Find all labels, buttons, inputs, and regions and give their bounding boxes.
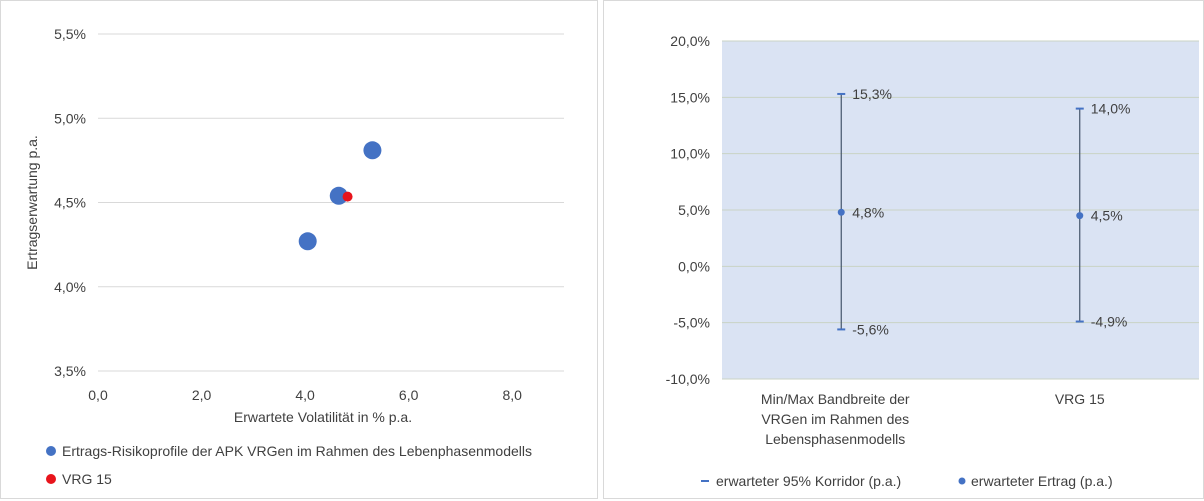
y-tick-label: 5,5% (54, 26, 86, 42)
data-label-high: 14,0% (1091, 101, 1131, 117)
data-point (363, 141, 382, 160)
category-label: Lebensphasenmodells (765, 431, 905, 447)
y-tick-label: 15,0% (670, 89, 710, 105)
scatter-chart-panel: 5,5% 5,0% 4,5% 4,0% 3,5% 0,0 2,0 4,0 6,0 8,0 Erwar… (0, 0, 598, 499)
x-tick-label: 8,0 (502, 387, 522, 403)
y-tick-label: -10,0% (666, 371, 710, 387)
data-label-low: -4,9% (1091, 314, 1128, 330)
legend-marker (958, 477, 966, 485)
legend-item: erwarteter 95% Korridor (p.a.) (716, 473, 901, 489)
data-point (329, 186, 348, 205)
category-label: VRG 15 (1055, 391, 1105, 407)
y-tick-label: 4,5% (54, 195, 86, 211)
data-label-high: 15,3% (852, 86, 892, 102)
data-point (342, 191, 353, 202)
legend-marker (46, 474, 56, 484)
category-label: Min/Max Bandbreite der (761, 391, 910, 407)
range-chart-panel: 20,0% 15,0% 10,0% 5,0% 0,0% -5,0% -10,0% 15,3% -… (603, 0, 1204, 499)
x-tick-label: 4,0 (295, 387, 315, 403)
x-axis-title: Erwartete Volatilität in % p.a. (234, 409, 412, 425)
y-tick-label: 4,0% (54, 279, 86, 295)
y-tick-label: 0,0% (678, 258, 710, 274)
legend-item: Ertrags-Risikoprofile der APK VRGen im R… (62, 443, 532, 459)
x-tick-label: 2,0 (192, 387, 212, 403)
range-chart: 20,0% 15,0% 10,0% 5,0% 0,0% -5,0% -10,0% 15,3% -… (666, 33, 1199, 489)
category-label: VRGen im Rahmen des (761, 411, 909, 427)
data-point (1076, 212, 1084, 220)
data-label-low: -5,6% (852, 321, 889, 337)
y-tick-label: 20,0% (670, 33, 710, 49)
y-axis-title: Ertragserwartung p.a. (24, 135, 40, 270)
data-label: 4,5% (1091, 208, 1123, 224)
y-tick-label: -5,0% (673, 315, 710, 331)
x-tick-label: 0,0 (88, 387, 108, 403)
legend-item: erwarteter Ertrag (p.a.) (971, 473, 1113, 489)
y-tick-label: 5,0% (678, 202, 710, 218)
x-tick-label: 6,0 (399, 387, 419, 403)
data-point (837, 208, 845, 216)
data-point (298, 232, 317, 251)
y-tick-label: 10,0% (670, 146, 710, 162)
legend-marker (46, 446, 56, 456)
scatter-chart: 5,5% 5,0% 4,5% 4,0% 3,5%0,0 2,0 4,0 6,0 8,0 Erwar… (24, 26, 564, 487)
y-tick-label: 3,5% (54, 363, 86, 379)
legend-item: VRG 15 (62, 471, 112, 487)
y-tick-label: 5,0% (54, 110, 86, 126)
data-label: 4,8% (852, 204, 884, 220)
